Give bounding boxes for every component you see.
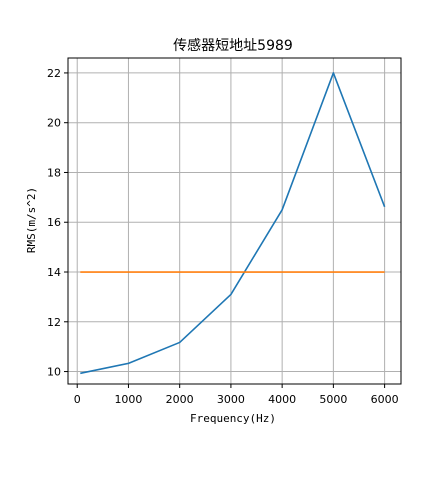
x-tick-label: 6000 (371, 393, 399, 406)
y-tick-label: 14 (47, 266, 61, 279)
x-tick-label: 4000 (268, 393, 296, 406)
series-lines (80, 72, 386, 375)
x-tick-label: 0 (74, 393, 81, 406)
y-tick-label: 16 (47, 216, 61, 229)
series-line-1 (80, 72, 386, 375)
y-axis-label: RMS(m/s^2) (25, 187, 38, 253)
plot-frame (67, 57, 402, 385)
y-axis-ticks: 10 12 14 16 18 20 22 (47, 67, 68, 379)
x-axis-ticks: 0 1000 2000 3000 4000 5000 6000 (74, 384, 399, 406)
x-tick-label: 3000 (217, 393, 245, 406)
x-axis-label: Frequency(Hz) (190, 412, 276, 425)
y-tick-label: 12 (47, 316, 61, 329)
y-tick-label: 10 (47, 366, 61, 379)
x-tick-label: 2000 (166, 393, 194, 406)
y-tick-label: 22 (47, 67, 61, 80)
y-tick-label: 18 (47, 166, 61, 179)
grid (68, 58, 401, 384)
chart-title: 传感器短地址5989 (173, 37, 293, 54)
x-tick-label: 5000 (319, 393, 347, 406)
x-tick-label: 1000 (114, 393, 142, 406)
y-tick-label: 20 (47, 117, 61, 130)
